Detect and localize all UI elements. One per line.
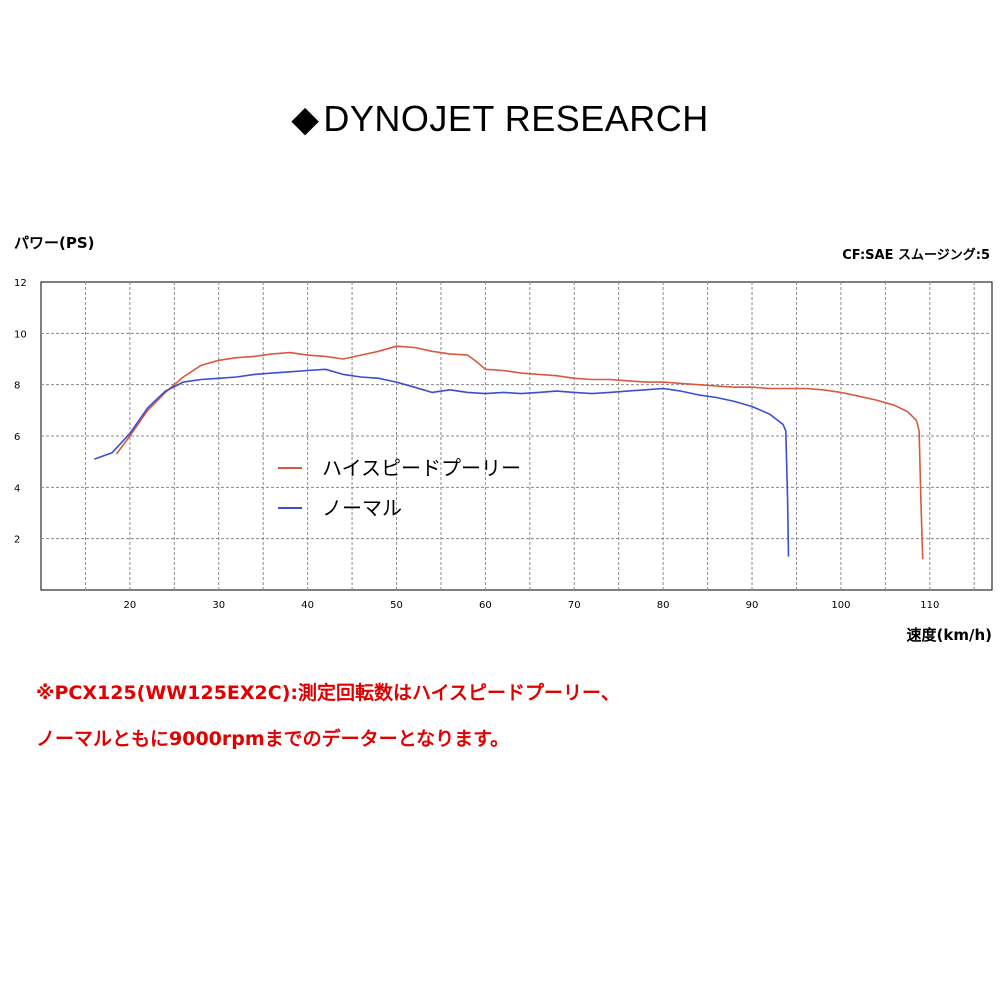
x-tick-label: 90 xyxy=(746,600,759,611)
chart-lines xyxy=(94,345,924,560)
legend-label: ハイスピードプーリー xyxy=(322,456,521,480)
chart-ticks: 2 4 6 8 10 12 20 30 40 50 60 70 80 90 100 110 xyxy=(14,278,939,611)
x-tick-label: 50 xyxy=(390,600,403,611)
y-tick-label: 10 xyxy=(14,329,27,340)
x-tick-label: 30 xyxy=(212,600,225,611)
chart-grid xyxy=(40,281,993,591)
correction-factor-note: CF:SAE スムージング:5 xyxy=(842,248,990,263)
y-tick-label: 4 xyxy=(14,483,20,494)
x-tick-label: 110 xyxy=(920,600,939,611)
y-tick-label: 8 xyxy=(14,381,20,392)
title-text: DYNOJET RESEARCH xyxy=(323,98,709,139)
series-line-2 xyxy=(94,368,790,557)
x-tick-label: 60 xyxy=(479,600,492,611)
series-line-1 xyxy=(115,345,924,560)
footnote-line-1: ※PCX125(WW125EX2C):測定回転数はハイスピードプーリー、 xyxy=(36,682,620,704)
x-tick-label: 70 xyxy=(568,600,581,611)
footnote-line-2: ノーマルともに9000rpmまでのデーターとなります。 xyxy=(36,728,510,750)
page-title: ◆ DYNOJET RESEARCH xyxy=(0,98,1000,140)
x-tick-label: 40 xyxy=(301,600,314,611)
x-tick-label: 20 xyxy=(124,600,137,611)
x-axis-label: 速度(km/h) xyxy=(906,626,992,644)
legend-label: ノーマル xyxy=(322,496,402,520)
y-tick-label: 6 xyxy=(14,432,20,443)
x-tick-label: 80 xyxy=(657,600,670,611)
y-axis-label: パワー(PS) xyxy=(14,234,95,252)
y-tick-label: 12 xyxy=(14,278,27,289)
x-tick-label: 100 xyxy=(831,600,850,611)
diamond-icon: ◆ xyxy=(291,98,320,139)
y-tick-label: 2 xyxy=(14,535,20,546)
